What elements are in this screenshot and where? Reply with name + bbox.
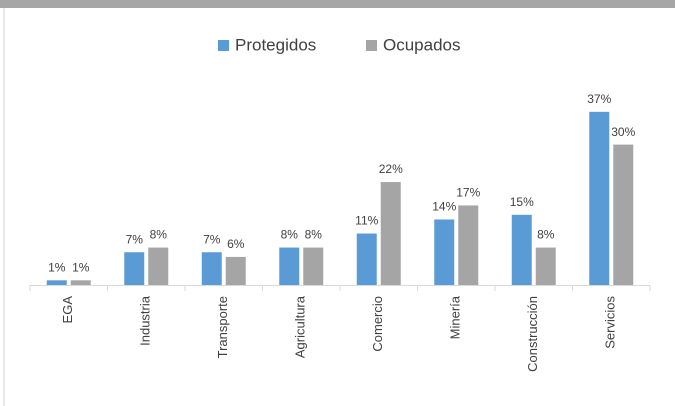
data-label: 8% bbox=[537, 228, 555, 242]
bar bbox=[46, 280, 67, 285]
bar bbox=[535, 247, 556, 285]
bar bbox=[511, 214, 532, 285]
bar bbox=[279, 247, 300, 285]
data-label: 8% bbox=[281, 228, 299, 242]
data-label: 17% bbox=[456, 186, 480, 200]
legend-label: Ocupados bbox=[383, 35, 461, 54]
data-label: 7% bbox=[203, 232, 221, 246]
data-label: 15% bbox=[510, 195, 534, 209]
header-bar bbox=[0, 0, 675, 8]
x-tick-label: Comercio bbox=[370, 296, 385, 352]
bar bbox=[356, 233, 377, 285]
x-tick-label: Industria bbox=[138, 295, 153, 346]
data-label: 37% bbox=[587, 92, 611, 106]
bar bbox=[613, 144, 634, 285]
x-tick-label: Servicios bbox=[603, 296, 618, 349]
bar bbox=[201, 252, 222, 285]
bar bbox=[434, 219, 455, 285]
x-tick-label: EGA bbox=[60, 296, 75, 324]
data-label: 11% bbox=[355, 214, 378, 228]
x-tick-label: Agricultura bbox=[293, 295, 308, 358]
bar bbox=[124, 252, 145, 285]
bar bbox=[303, 247, 324, 285]
bar bbox=[380, 182, 401, 285]
data-label: 22% bbox=[379, 162, 403, 176]
bar bbox=[70, 280, 91, 285]
legend-label: Protegidos bbox=[235, 35, 316, 54]
bar bbox=[458, 205, 479, 285]
legend-swatch bbox=[366, 40, 377, 51]
x-tick-label: Construcción bbox=[525, 296, 540, 372]
x-tick-label: Transporte bbox=[215, 296, 230, 358]
legend-swatch bbox=[218, 40, 229, 51]
data-label: 7% bbox=[126, 232, 144, 246]
data-label: 1% bbox=[48, 260, 66, 274]
bar bbox=[589, 111, 610, 285]
data-label: 30% bbox=[611, 125, 635, 139]
bar bbox=[225, 256, 246, 285]
data-label: 6% bbox=[227, 237, 245, 251]
data-label: 8% bbox=[150, 228, 168, 242]
data-label: 14% bbox=[432, 200, 456, 214]
x-tick-label: Minería bbox=[448, 295, 463, 339]
bar bbox=[148, 247, 169, 285]
data-label: 8% bbox=[305, 228, 323, 242]
data-label: 1% bbox=[72, 260, 90, 274]
